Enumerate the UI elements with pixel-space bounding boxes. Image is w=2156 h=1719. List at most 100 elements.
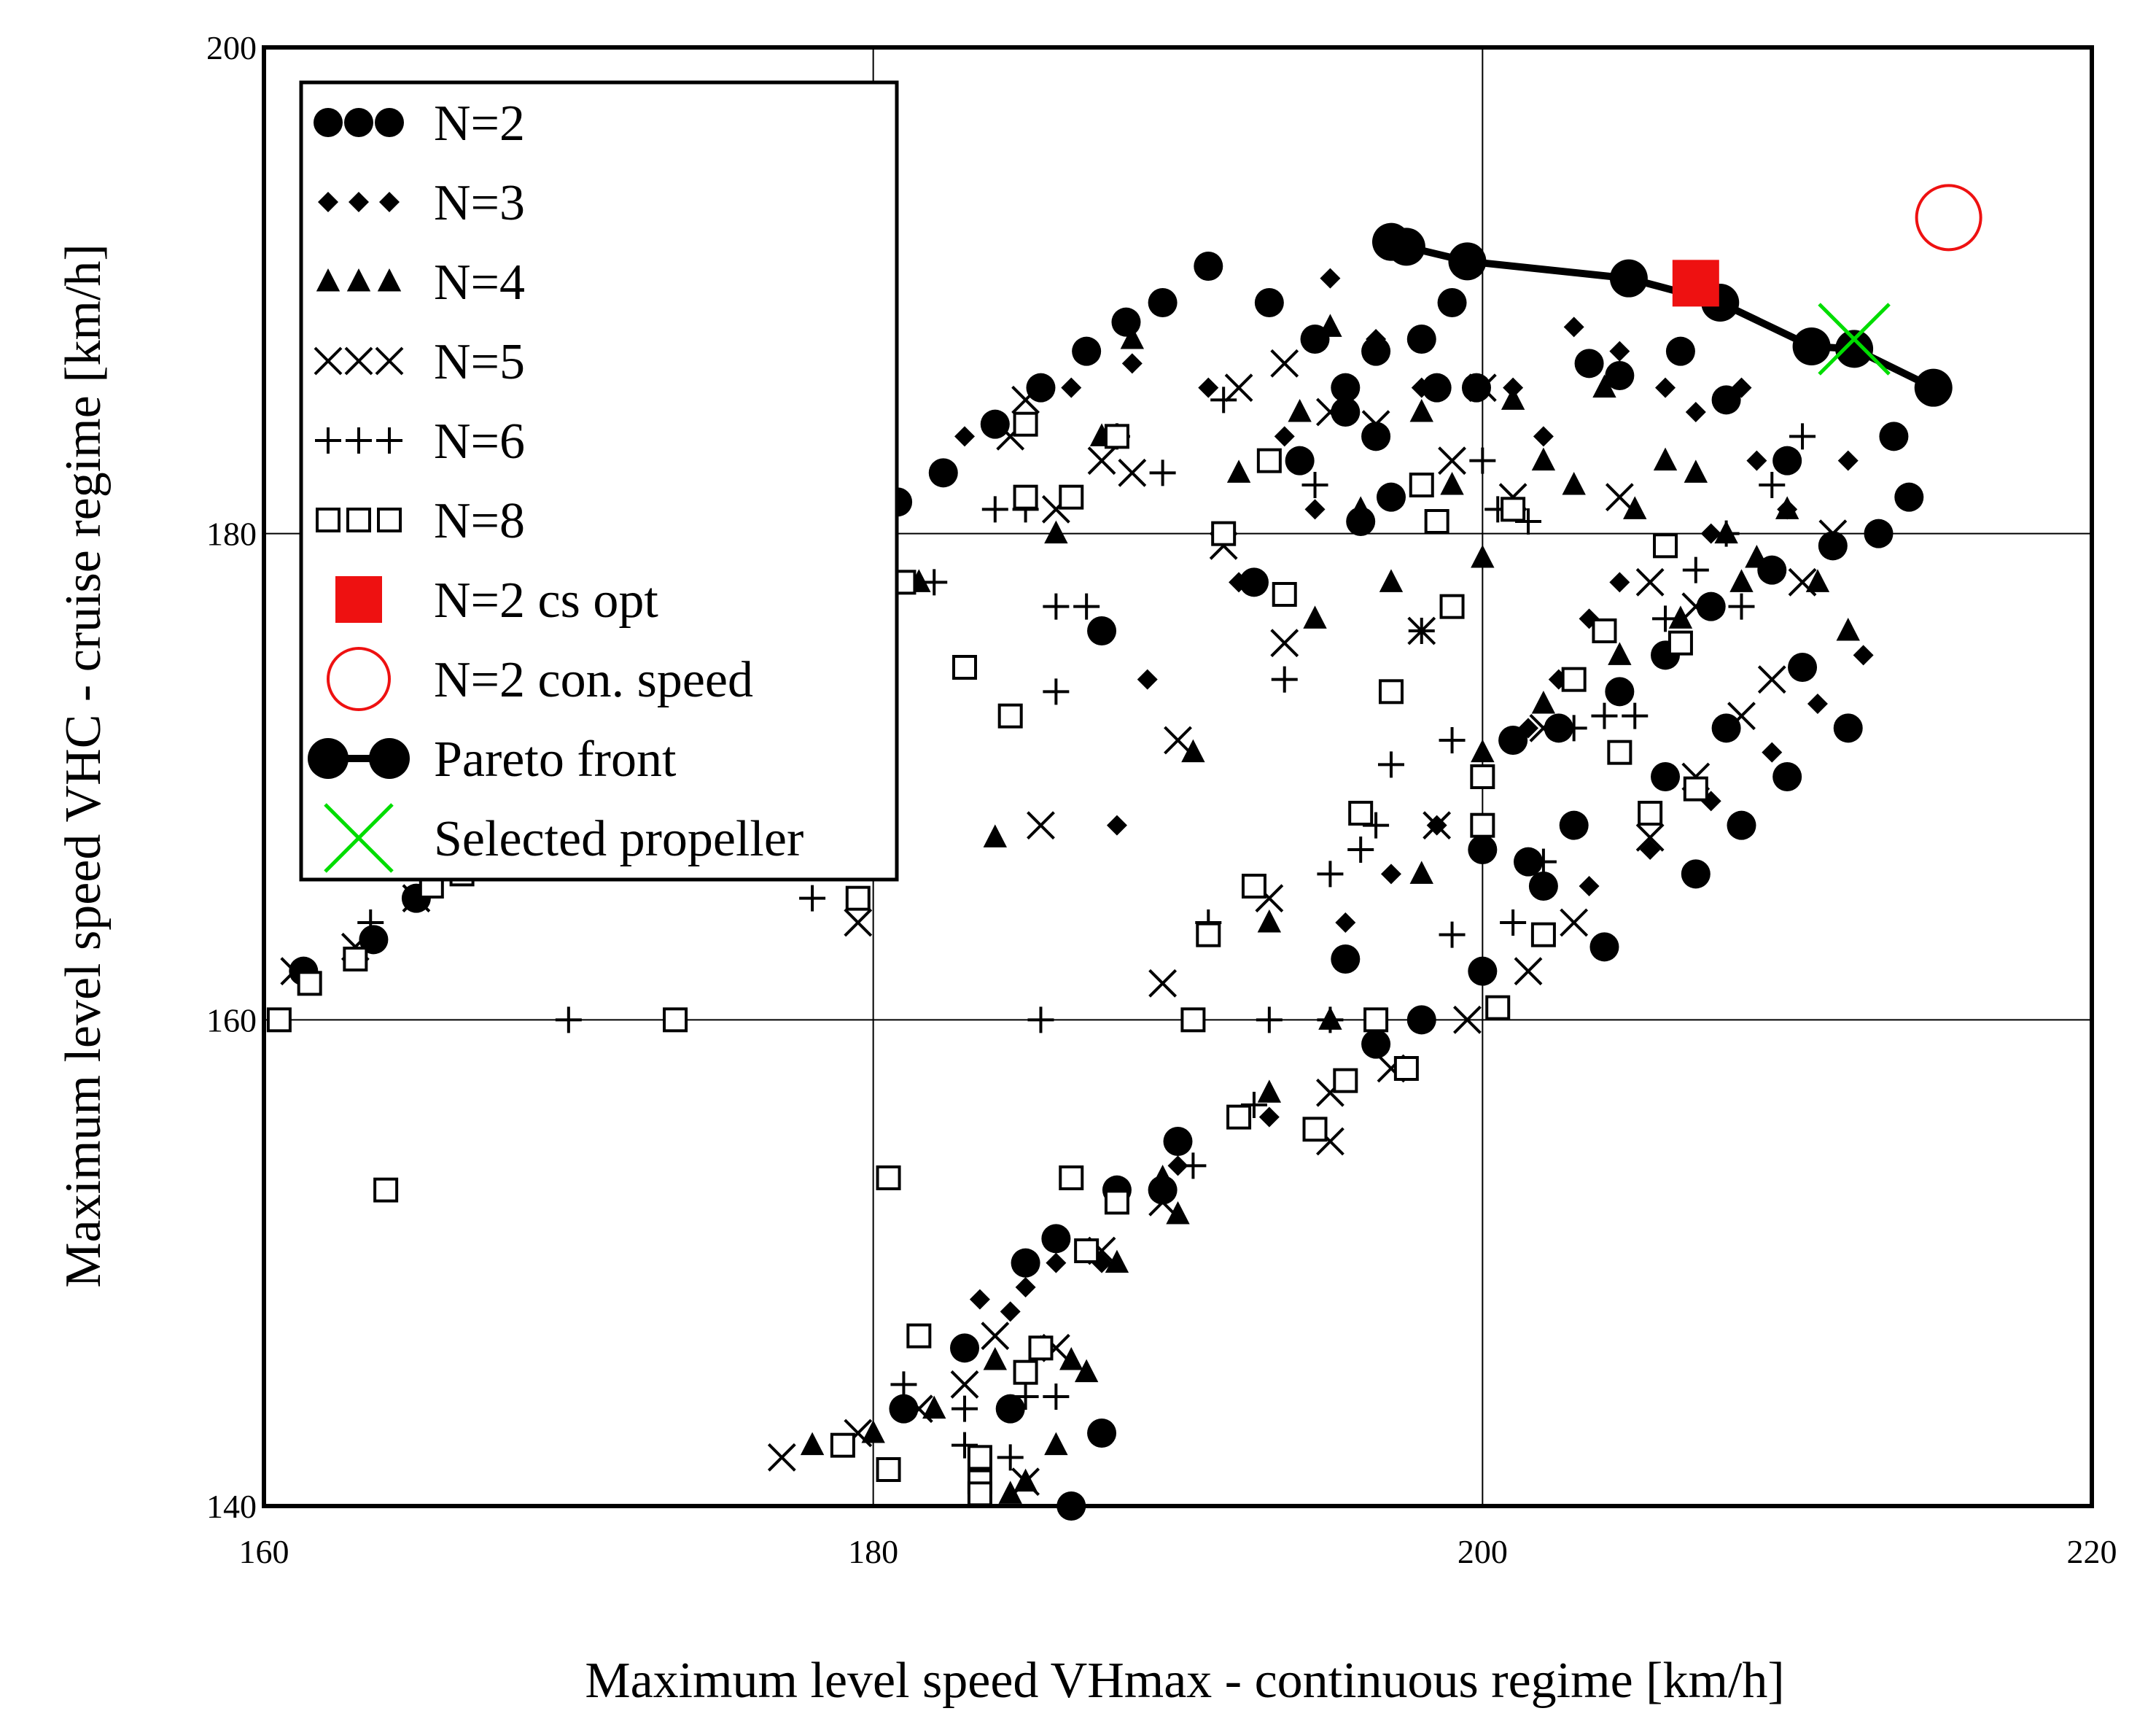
data-point [830, 1432, 855, 1458]
x-tick-label: 180 [848, 1533, 898, 1570]
data-point [1333, 1068, 1358, 1093]
data-point [1137, 669, 1158, 690]
x-axis-label: Maximum level speed VHmax - continuous r… [585, 1653, 1784, 1709]
series-n-8 [266, 411, 1708, 1507]
data-point [1461, 373, 1491, 403]
data-point [1361, 410, 1390, 439]
legend-label: N=2 con. speed [434, 652, 753, 708]
con-speed-point [1915, 184, 1982, 252]
data-point [1256, 448, 1282, 473]
data-point [1331, 373, 1361, 403]
data-point [555, 1006, 582, 1033]
data-point [1181, 739, 1205, 763]
data-point [1818, 519, 1848, 548]
legend-marker [369, 738, 410, 779]
data-point [876, 1457, 901, 1482]
y-tick-label: 160 [206, 1001, 257, 1039]
data-point [266, 1007, 292, 1033]
legend-marker [377, 268, 402, 292]
special-points [1672, 184, 1982, 376]
legend-item: N=2 cs opt [335, 573, 658, 629]
data-point [799, 885, 826, 912]
data-point [1011, 385, 1040, 414]
y-tick-label: 200 [206, 29, 257, 66]
data-point [921, 569, 948, 596]
data-point [1331, 397, 1361, 427]
data-point [767, 1443, 796, 1472]
data-point [1361, 1029, 1391, 1059]
data-point [1316, 397, 1344, 427]
data-point [1592, 374, 1616, 398]
data-point [1011, 1467, 1040, 1497]
data-point [1011, 1248, 1040, 1278]
legend-label: Pareto front [434, 732, 677, 788]
data-point [1529, 713, 1558, 742]
data-point [1074, 1238, 1100, 1263]
data-point [1000, 1301, 1021, 1322]
data-point [967, 1445, 992, 1470]
data-point [1229, 572, 1250, 593]
data-point [1257, 909, 1282, 933]
data-point [1105, 1249, 1129, 1273]
data-point [1059, 484, 1084, 510]
y-axis-label: Maximum level speed VHC - cruise regime … [55, 244, 112, 1287]
y-tick-label: 180 [206, 516, 257, 553]
data-point [1667, 630, 1693, 656]
data-point [1180, 1152, 1207, 1179]
data-point [1288, 399, 1312, 422]
data-point [1149, 459, 1176, 486]
data-point [357, 909, 384, 936]
data-point [1607, 740, 1632, 765]
data-point [1317, 1006, 1344, 1033]
data-point [343, 947, 368, 971]
pareto-point [1914, 368, 1953, 407]
data-point [981, 1322, 1010, 1351]
data-point [1406, 1005, 1436, 1035]
data-point [663, 1007, 688, 1033]
data-point [906, 1323, 932, 1349]
data-point [1347, 837, 1374, 863]
data-point [1562, 472, 1586, 495]
data-point [1498, 726, 1528, 755]
data-point [1528, 872, 1558, 901]
data-point [1166, 1201, 1190, 1225]
data-point [1074, 1359, 1099, 1383]
data-point [1700, 523, 1721, 544]
data-point [1027, 811, 1055, 840]
data-point [1226, 1104, 1252, 1130]
data-point [1379, 569, 1404, 592]
data-point [1258, 1106, 1280, 1128]
data-point [1500, 909, 1527, 936]
legend-label: N=6 [434, 414, 525, 470]
y-tick-label: 140 [206, 1488, 257, 1525]
legend-label: Selected propeller [434, 811, 803, 867]
data-point [1652, 605, 1679, 632]
data-point [1681, 592, 1711, 621]
data-point [1087, 1419, 1117, 1448]
data-point [1788, 653, 1818, 682]
data-point [1681, 859, 1711, 889]
data-point [1514, 847, 1544, 877]
data-point [983, 824, 1007, 847]
data-point [1762, 742, 1783, 763]
pareto-point [1387, 228, 1425, 266]
pareto-point [1448, 242, 1487, 281]
data-point [1729, 569, 1754, 592]
data-point [1254, 288, 1284, 317]
data-point [1775, 496, 1799, 519]
data-point [1635, 567, 1665, 597]
data-point [1271, 666, 1298, 693]
data-point [1393, 1056, 1419, 1081]
data-point [1684, 459, 1708, 483]
data-point [950, 1333, 980, 1363]
data-point [1106, 815, 1127, 836]
legend-item: Selected propeller [324, 803, 803, 873]
data-point [1028, 1335, 1054, 1361]
data-point [1422, 373, 1452, 403]
legend-marker [344, 108, 373, 137]
data-point [1745, 545, 1769, 568]
data-point [1224, 373, 1253, 403]
data-point [952, 655, 978, 680]
legend-marker [327, 647, 391, 711]
data-point [1530, 922, 1556, 947]
